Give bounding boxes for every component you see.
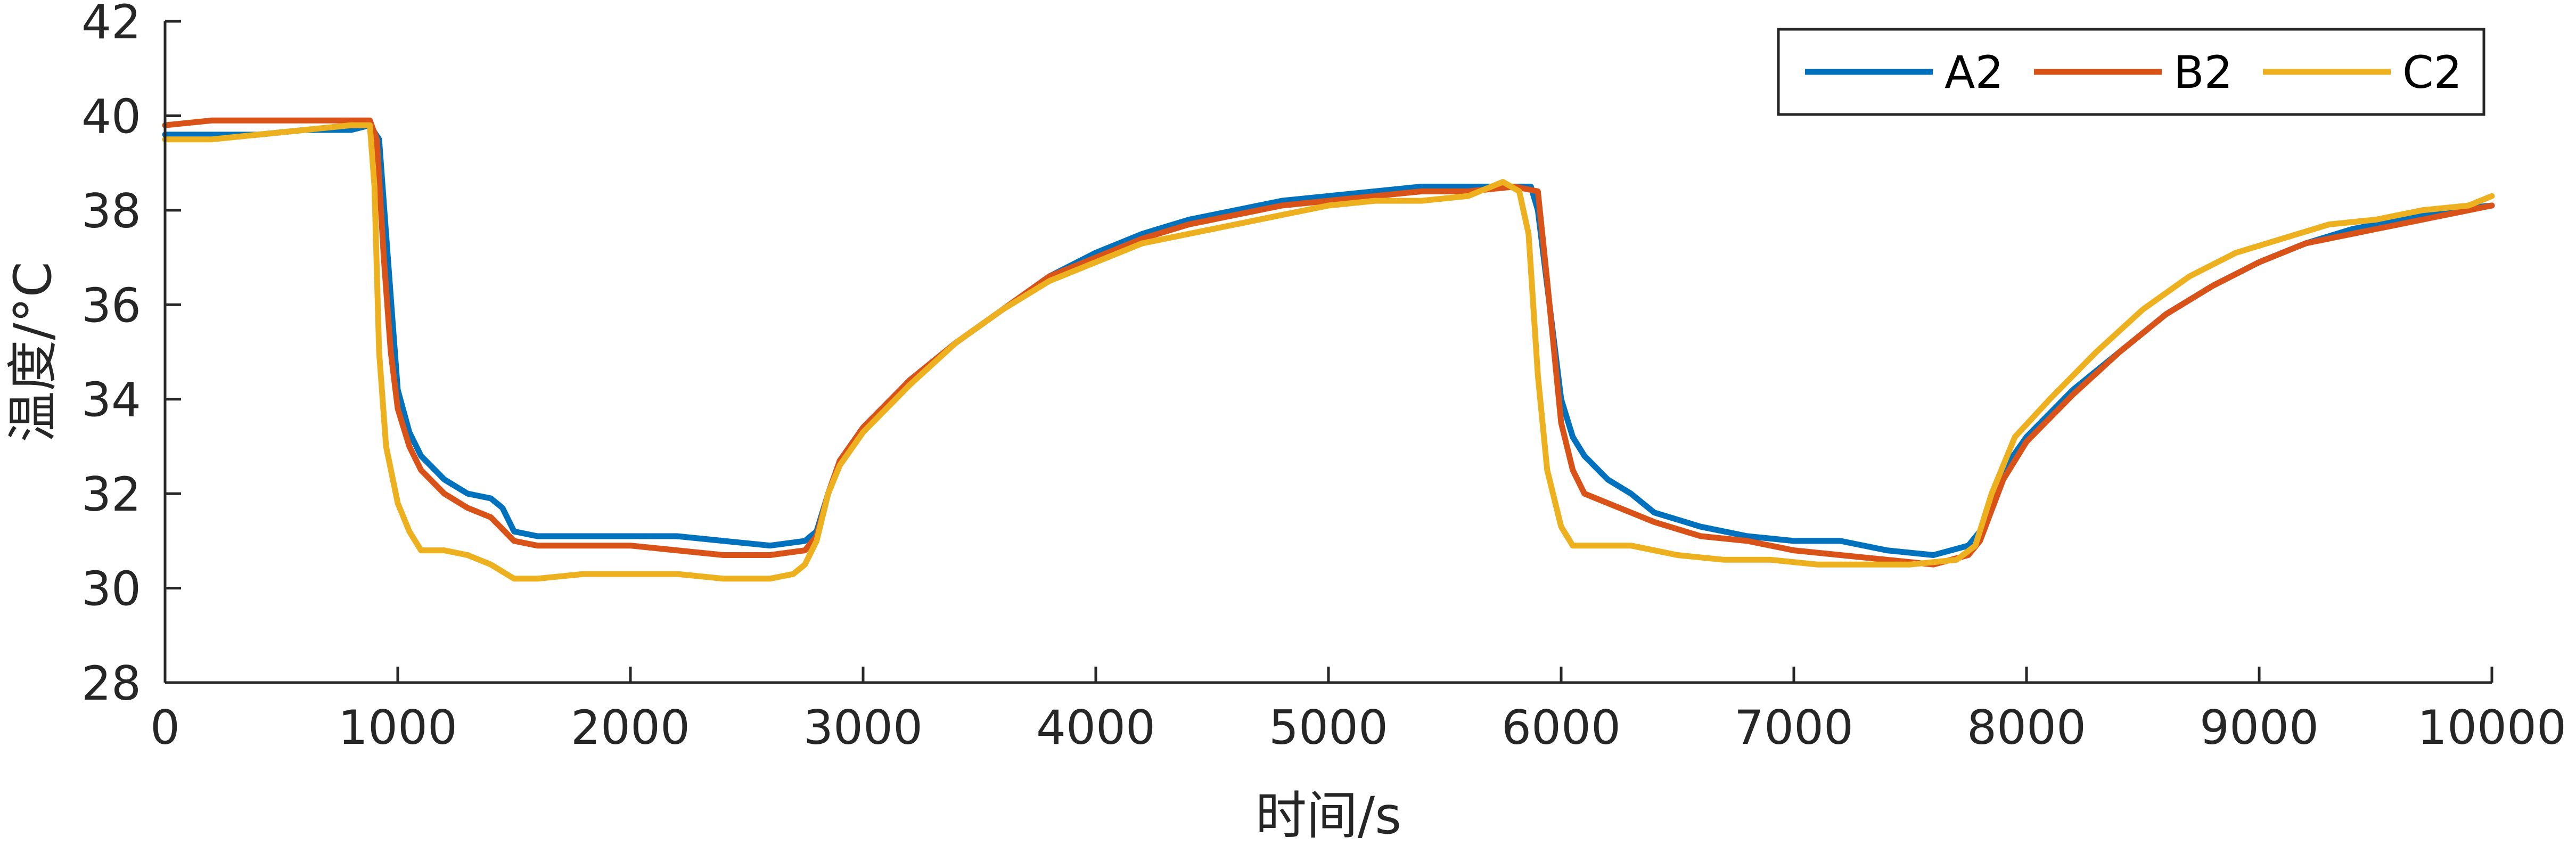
legend-label-b2: B2 (2173, 46, 2233, 99)
legend-label-a2: A2 (1945, 46, 2004, 99)
x-tick-label: 0 (150, 700, 180, 755)
x-tick-label: 7000 (1734, 700, 1853, 755)
x-tick-label: 9000 (2200, 700, 2319, 755)
legend: A2 B2 C2 (1777, 28, 2485, 116)
series-line-a2 (162, 122, 2495, 558)
x-tick-label: 10000 (2417, 700, 2566, 755)
x-tick-label: 6000 (1502, 700, 1621, 755)
y-tick-label: 38 (81, 184, 141, 239)
axes-layer: 0 1000 2000 3000 4000 5000 6000 7000 8000 9000 100… (81, 0, 2566, 755)
series-line-b2 (162, 117, 2495, 568)
legend-label-c2: C2 (2402, 46, 2462, 99)
y-tick-label: 30 (81, 562, 141, 617)
x-tick-label: 1000 (338, 700, 457, 755)
y-tick-label: 34 (81, 373, 141, 428)
x-tick-label: 4000 (1036, 700, 1155, 755)
y-tick-label: 40 (81, 89, 141, 144)
series-layer (162, 117, 2495, 582)
x-tick-label: 5000 (1269, 700, 1388, 755)
x-tick-label: 3000 (803, 700, 923, 755)
series-line-c2 (162, 122, 2495, 582)
y-tick-label: 28 (81, 656, 141, 711)
x-axis-label: 时间/s (1256, 786, 1401, 845)
y-axis-label: 温度/°C (3, 261, 63, 442)
y-tick-label: 36 (81, 278, 141, 333)
y-tick-label: 42 (81, 0, 141, 50)
y-tick-label: 32 (81, 467, 141, 522)
x-tick-label: 8000 (1967, 700, 2086, 755)
x-tick-label: 2000 (571, 700, 690, 755)
